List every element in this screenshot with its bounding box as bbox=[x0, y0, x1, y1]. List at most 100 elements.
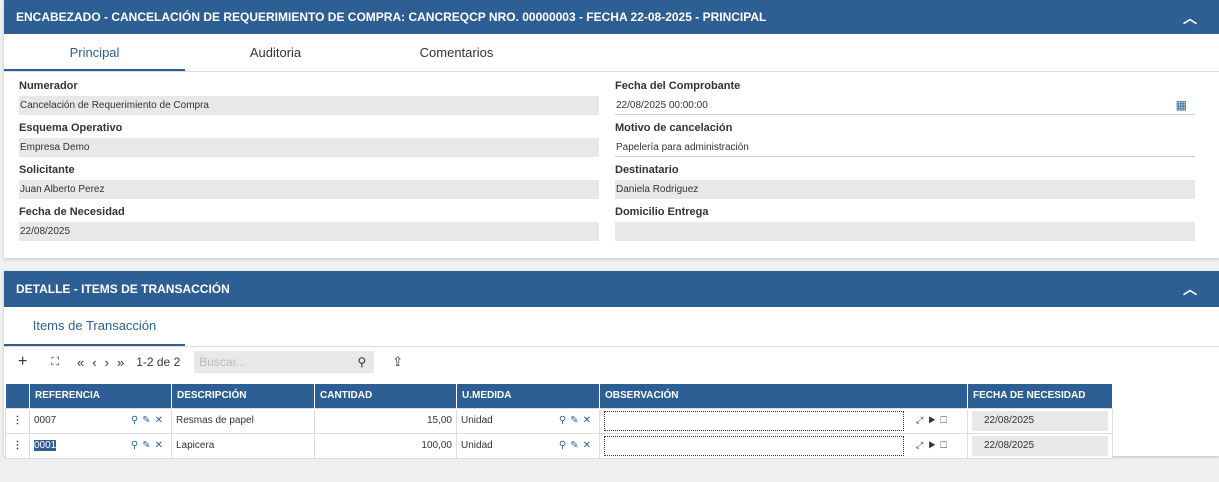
search-icon[interactable]: ⚲ bbox=[558, 415, 571, 426]
fecha-comprobante-field: Fecha del Comprobante 22/08/2025 00:00:00… bbox=[615, 80, 1195, 115]
col-menu bbox=[5, 384, 30, 408]
destinatario-field: Destinatario Daniela Rodriguez bbox=[615, 164, 1195, 199]
last-page-icon[interactable]: » bbox=[116, 354, 125, 370]
col-descripcion[interactable]: DESCRIPCIÓN bbox=[171, 384, 315, 408]
search-icon[interactable]: ⚲ bbox=[130, 415, 143, 426]
motivo-field: Motivo de cancelación Papelería para admi… bbox=[615, 122, 1195, 157]
label: Motivo de cancelación bbox=[615, 122, 733, 134]
umedida-value: Unidad bbox=[461, 415, 493, 426]
play-icon[interactable]: ▶ bbox=[928, 440, 941, 451]
pager-text: 1-2 de 2 bbox=[136, 355, 181, 369]
col-observacion[interactable]: OBSERVACIÓN bbox=[599, 384, 968, 408]
export-icon[interactable]: ⇪ bbox=[392, 354, 404, 369]
label: Numerador bbox=[19, 80, 78, 92]
search-input[interactable]: Buscar... ⚲ bbox=[194, 351, 375, 373]
motivo-input[interactable]: Papelería para administración bbox=[615, 138, 1195, 157]
esquema-value: Empresa Demo bbox=[19, 138, 599, 157]
prev-page-icon[interactable]: ‹ bbox=[92, 354, 97, 370]
tab-principal[interactable]: Principal bbox=[4, 34, 185, 71]
detail-panel: DETALLE - ITEMS DE TRANSACCIÓN ︿ Items de… bbox=[4, 271, 1219, 459]
fecha-value: 22/08/2025 bbox=[972, 435, 1108, 456]
search-icon[interactable]: ⚲ bbox=[558, 440, 571, 451]
edit-note-icon[interactable]: ☐ bbox=[940, 415, 953, 426]
search-icon[interactable]: ⚲ bbox=[357, 355, 367, 369]
cell-referencia[interactable]: 0007 ⚲✎✕ bbox=[29, 407, 172, 434]
row-menu-icon[interactable]: ⋮ bbox=[5, 432, 30, 459]
col-fecha[interactable]: FECHA DE NECESIDAD bbox=[967, 384, 1113, 408]
expand-icon[interactable]: ⛶ bbox=[51, 355, 60, 368]
edit-icon[interactable]: ✎ bbox=[570, 415, 583, 426]
detail-tabs: Items de Transacción bbox=[4, 307, 1219, 347]
edit-icon[interactable]: ✎ bbox=[142, 440, 155, 451]
expand-icon[interactable]: ⤢ bbox=[916, 440, 929, 451]
cell-observacion: ⤢▶☐ bbox=[599, 432, 968, 459]
col-umedida[interactable]: U.MEDIDA bbox=[456, 384, 600, 408]
detail-panel-title-bar[interactable]: DETALLE - ITEMS DE TRANSACCIÓN ︿ bbox=[4, 271, 1219, 307]
clear-icon[interactable]: ✕ bbox=[154, 440, 167, 451]
row-menu-icon[interactable]: ⋮ bbox=[5, 407, 30, 434]
play-icon[interactable]: ▶ bbox=[928, 415, 941, 426]
cell-observacion: ⤢▶☐ bbox=[599, 407, 968, 434]
observacion-input[interactable] bbox=[604, 410, 904, 431]
solicitante-value: Juan Alberto Perez bbox=[19, 180, 599, 199]
first-page-icon[interactable]: « bbox=[77, 354, 85, 370]
cell-referencia[interactable]: 0001 ⚲✎✕ bbox=[29, 432, 172, 459]
detail-title: DETALLE - ITEMS DE TRANSACCIÓN bbox=[16, 282, 230, 296]
destinatario-value: Daniela Rodriguez bbox=[615, 180, 1195, 199]
cell-cantidad: 100,00 bbox=[314, 432, 457, 459]
table-row[interactable]: ⋮ 0001 ⚲✎✕ Lapicera 100,00 Unidad ⚲✎✕ ⤢▶☐ … bbox=[5, 432, 1113, 459]
clear-icon[interactable]: ✕ bbox=[582, 415, 595, 426]
cell-fecha: 22/08/2025 bbox=[967, 432, 1113, 459]
table-row[interactable]: ⋮ 0007 ⚲✎✕ Resmas de papel 15,00 Unidad ⚲✎… bbox=[5, 407, 1113, 434]
fecha-necesidad-field: Fecha de Necesidad 22/08/2025 bbox=[19, 206, 599, 241]
label: Fecha del Comprobante bbox=[615, 80, 741, 92]
expand-icon[interactable]: ⤢ bbox=[916, 415, 929, 426]
domicilio-value bbox=[615, 222, 1195, 241]
chevron-up-icon[interactable]: ︿ bbox=[1183, 281, 1197, 297]
chevron-up-icon[interactable]: ︿ bbox=[1183, 10, 1197, 26]
table-header: REFERENCIA DESCRIPCIÓN CANTIDAD U.MEDIDA… bbox=[5, 384, 1113, 408]
fecha-comprobante-value: 22/08/2025 00:00:00 bbox=[616, 100, 708, 111]
cell-descripcion: Lapicera bbox=[171, 432, 315, 459]
row-actions[interactable]: ⚲✎✕ bbox=[131, 415, 167, 426]
fecha-necesidad-value: 22/08/2025 bbox=[19, 222, 599, 241]
row-actions[interactable]: ⚲✎✕ bbox=[559, 440, 595, 451]
col-referencia[interactable]: REFERENCIA bbox=[29, 384, 172, 408]
label: Destinatario bbox=[615, 164, 679, 176]
edit-note-icon[interactable]: ☐ bbox=[940, 440, 953, 451]
edit-icon[interactable]: ✎ bbox=[142, 415, 155, 426]
label: Fecha de Necesidad bbox=[19, 206, 125, 218]
tab-auditoria[interactable]: Auditoria bbox=[249, 45, 302, 60]
next-page-icon[interactable]: › bbox=[104, 354, 109, 370]
tab-items[interactable]: Items de Transacción bbox=[4, 307, 185, 346]
cell-umedida[interactable]: Unidad ⚲✎✕ bbox=[456, 407, 600, 434]
add-icon[interactable]: + bbox=[18, 353, 28, 370]
items-table: REFERENCIA DESCRIPCIÓN CANTIDAD U.MEDIDA… bbox=[5, 384, 1113, 459]
referencia-value: 0007 bbox=[34, 415, 57, 426]
clear-icon[interactable]: ✕ bbox=[154, 415, 167, 426]
header-title: ENCABEZADO - CANCELACIÓN DE REQUERIMIENT… bbox=[16, 10, 767, 24]
header-panel-title-bar[interactable]: ENCABEZADO - CANCELACIÓN DE REQUERIMIENT… bbox=[4, 0, 1219, 34]
row-actions[interactable]: ⚲✎✕ bbox=[559, 415, 595, 426]
esquema-field: Esquema Operativo Empresa Demo bbox=[19, 122, 599, 157]
label: Domicilio Entrega bbox=[615, 206, 709, 218]
search-placeholder: Buscar... bbox=[199, 355, 246, 369]
fecha-comprobante-input[interactable]: 22/08/2025 00:00:00 ▦ bbox=[615, 96, 1195, 115]
search-icon[interactable]: ⚲ bbox=[130, 440, 143, 451]
cell-descripcion: Resmas de papel bbox=[171, 407, 315, 434]
cell-fecha: 22/08/2025 bbox=[967, 407, 1113, 434]
clear-icon[interactable]: ✕ bbox=[582, 440, 595, 451]
referencia-value: 0001 bbox=[34, 440, 57, 451]
tab-comentarios[interactable]: Comentarios bbox=[419, 45, 494, 60]
cell-umedida[interactable]: Unidad ⚲✎✕ bbox=[456, 432, 600, 459]
row-actions[interactable]: ⚲✎✕ bbox=[131, 440, 167, 451]
col-cantidad[interactable]: CANTIDAD bbox=[314, 384, 457, 408]
observacion-input[interactable] bbox=[604, 435, 904, 456]
grid-toolbar: + ⛶ « ‹ › » 1-2 de 2 Buscar... ⚲ ⇪ bbox=[4, 347, 1219, 377]
calendar-icon[interactable]: ▦ bbox=[1175, 98, 1187, 112]
label: Solicitante bbox=[19, 164, 75, 176]
fecha-value: 22/08/2025 bbox=[972, 410, 1108, 431]
domicilio-field: Domicilio Entrega bbox=[615, 206, 1195, 241]
numerador-field: Numerador Cancelación de Requerimiento de… bbox=[19, 80, 599, 115]
edit-icon[interactable]: ✎ bbox=[570, 440, 583, 451]
